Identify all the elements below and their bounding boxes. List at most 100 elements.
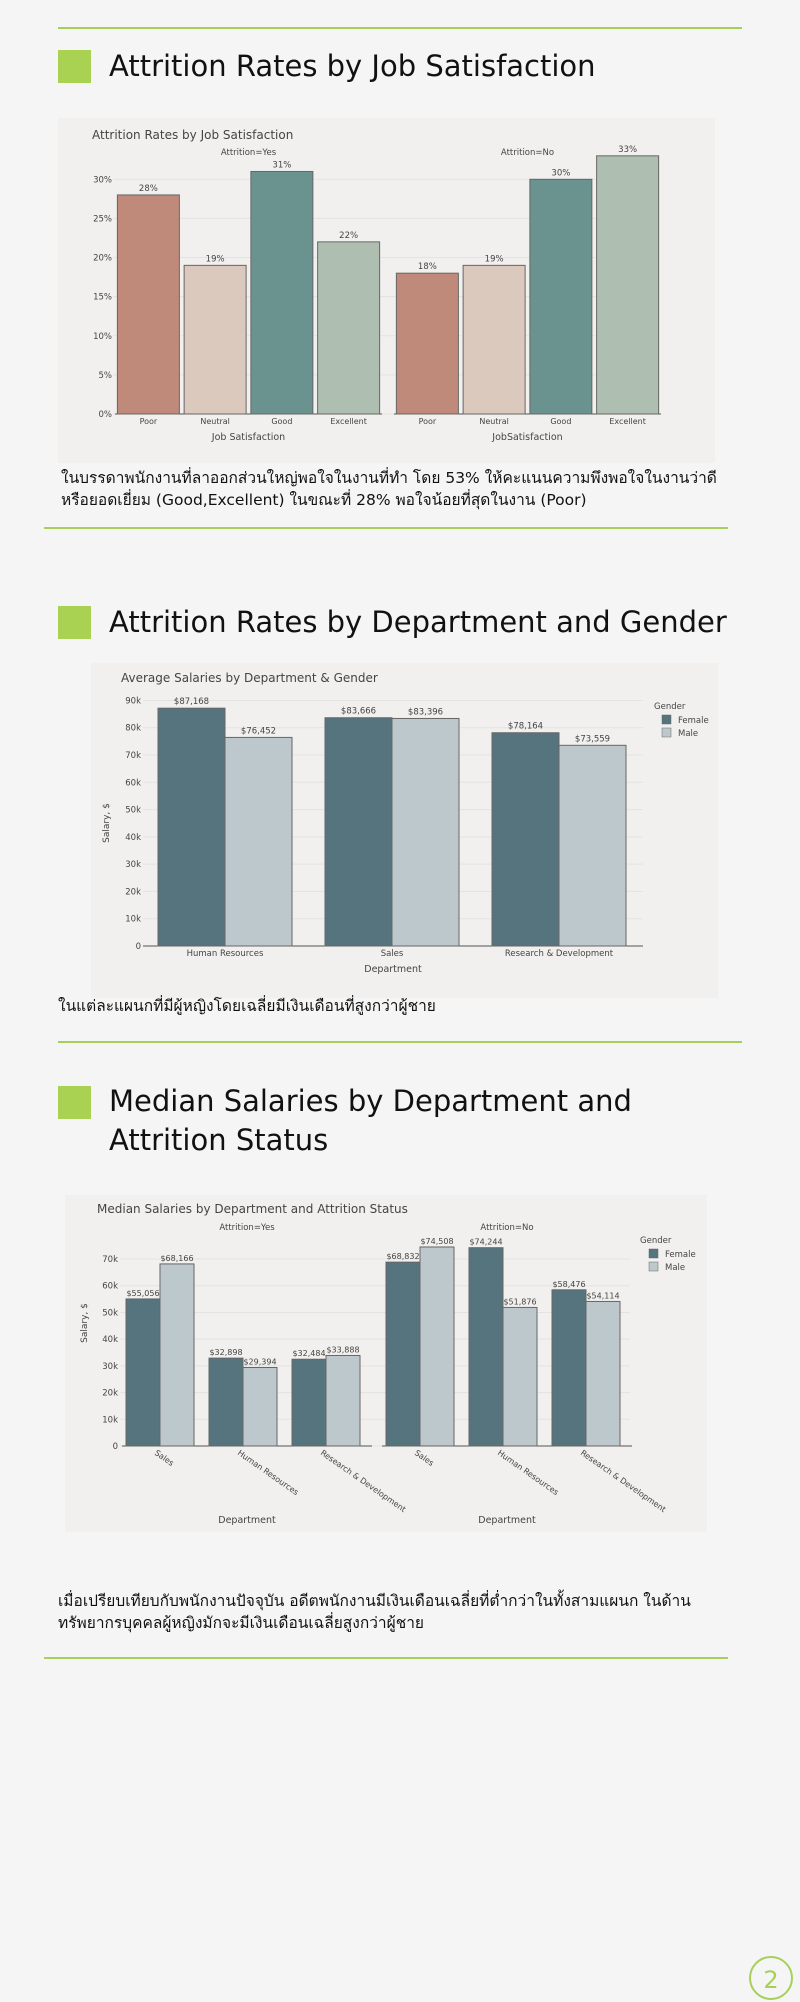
y-tick-label: 70k <box>102 1255 118 1265</box>
data-label: 31% <box>272 160 291 170</box>
x-axis-title: Department <box>364 964 422 975</box>
section-marker <box>58 606 91 639</box>
chart-panel: Attrition Rates by Job Satisfaction 0% 5% 1… <box>58 118 715 463</box>
x-tick-label: Research & Development <box>505 949 614 959</box>
bar-male <box>242 1366 278 1447</box>
y-tick-label: 20k <box>102 1389 118 1399</box>
x-tick-label: Excellent <box>330 417 367 426</box>
bar-neutral <box>462 264 526 415</box>
x-axis-title: Job Satisfaction <box>211 432 285 443</box>
data-label: $87,168 <box>174 697 209 707</box>
x-tick-label: Poor <box>140 417 158 426</box>
x-tick-label: Excellent <box>609 417 646 426</box>
data-label: 33% <box>618 145 637 155</box>
bar-good <box>250 170 314 415</box>
section-heading: Attrition Rates by Department and Gender <box>109 605 727 639</box>
chart-title: Median Salaries by Department and Attrit… <box>97 1202 408 1216</box>
chart-title: Average Salaries by Department & Gender <box>121 671 378 685</box>
x-tick-label: Human Resources <box>496 1448 560 1497</box>
bar-male <box>224 736 293 947</box>
divider <box>44 527 728 529</box>
divider <box>58 27 742 29</box>
chart-salary-dept-gender: Average Salaries by Department & Gender 0… <box>102 671 709 975</box>
section-heading: Median Salaries by Department and Attrit… <box>109 1084 632 1157</box>
y-tick-label: 80k <box>125 724 141 734</box>
bar-good <box>529 178 593 415</box>
section-paragraph: ในบรรดาพนักงานที่ลาออกส่วนใหญ่พอใจในงานท… <box>61 469 717 509</box>
x-tick-label: Neutral <box>200 417 230 426</box>
data-label: $68,832 <box>386 1252 419 1261</box>
data-label: $76,452 <box>241 726 276 736</box>
y-tick-label: 25% <box>93 214 112 224</box>
data-label: $74,508 <box>420 1237 453 1246</box>
data-label: 22% <box>339 231 358 241</box>
divider <box>58 1041 742 1043</box>
y-tick-label: 30k <box>125 860 141 870</box>
bar-excellent <box>317 241 381 415</box>
data-label: $32,898 <box>209 1348 242 1357</box>
data-label: 30% <box>551 168 570 178</box>
chart-title: Attrition Rates by Job Satisfaction <box>92 128 293 142</box>
bar-neutral <box>183 264 247 415</box>
x-tick-label: Good <box>271 417 292 426</box>
x-tick-label: Sales <box>413 1448 436 1468</box>
bar-male <box>585 1300 621 1447</box>
legend-swatch-male <box>661 727 672 738</box>
y-tick-label: 15% <box>93 293 112 303</box>
data-label: $54,114 <box>586 1291 619 1300</box>
facet-label: Attrition=Yes <box>221 148 277 158</box>
bar-female <box>324 717 393 947</box>
section-marker <box>58 1086 91 1119</box>
y-tick-label: 30k <box>102 1362 118 1372</box>
data-label: $55,056 <box>126 1289 159 1298</box>
bar-female <box>551 1289 587 1447</box>
section-paragraph: ในแต่ละแผนกที่มีผู้หญิงโดยเฉลี่ยมีเงินเด… <box>58 997 436 1015</box>
x-tick-label: Sales <box>153 1448 176 1468</box>
bar-male <box>325 1354 361 1447</box>
bar-female <box>385 1261 421 1447</box>
y-tick-label: 30% <box>93 175 112 185</box>
bar-male <box>159 1263 195 1447</box>
y-tick-label: 0 <box>136 942 141 952</box>
legend-label: Female <box>678 716 709 726</box>
bar-female <box>157 707 226 947</box>
data-label: 28% <box>139 184 158 194</box>
section-marker <box>58 50 91 83</box>
y-axis-title: Salary, $ <box>80 1303 90 1343</box>
data-label: $83,666 <box>341 707 376 717</box>
x-tick-label: Human Resources <box>236 1448 300 1497</box>
y-tick-label: 90k <box>125 696 141 706</box>
bar-male <box>391 717 460 947</box>
x-tick-label: Sales <box>381 949 404 959</box>
chart-job-satisfaction: Attrition Rates by Job Satisfaction 0% 5% 1… <box>92 128 661 443</box>
legend-label: Female <box>665 1250 696 1260</box>
facet-label: Attrition=Yes <box>219 1223 275 1233</box>
legend-label: Male <box>678 729 698 739</box>
y-tick-label: 50k <box>102 1308 118 1318</box>
x-tick-label: Research & Development <box>319 1448 408 1514</box>
y-axis-title: Salary, $ <box>102 803 112 843</box>
data-label: $68,166 <box>160 1254 193 1263</box>
y-tick-label: 40k <box>125 833 141 843</box>
x-axis-title: JobSatisfaction <box>491 432 562 443</box>
x-axis-title: Department <box>218 1515 276 1526</box>
legend-title: Gender <box>640 1236 672 1246</box>
x-tick-label: Human Resources <box>187 949 264 959</box>
y-tick-label: 70k <box>125 751 141 761</box>
y-tick-label: 10k <box>102 1415 118 1425</box>
bar-female <box>208 1357 244 1447</box>
chart-median-salary-attrition: Median Salaries by Department and Attrit… <box>80 1202 696 1526</box>
data-label: 19% <box>485 254 504 264</box>
data-label: $73,559 <box>575 734 610 744</box>
x-tick-label: Research & Development <box>579 1448 668 1514</box>
bar-female <box>291 1358 327 1447</box>
y-tick-label: 60k <box>102 1282 118 1292</box>
y-tick-label: 40k <box>102 1335 118 1345</box>
data-label: $33,888 <box>326 1345 359 1354</box>
data-label: $78,164 <box>508 722 543 732</box>
y-tick-label: 60k <box>125 778 141 788</box>
y-tick-label: 10k <box>125 915 141 925</box>
x-axis-title: Department <box>478 1515 536 1526</box>
chart-panel: Average Salaries by Department & Gender 0… <box>91 663 718 998</box>
data-label: 19% <box>206 254 225 264</box>
